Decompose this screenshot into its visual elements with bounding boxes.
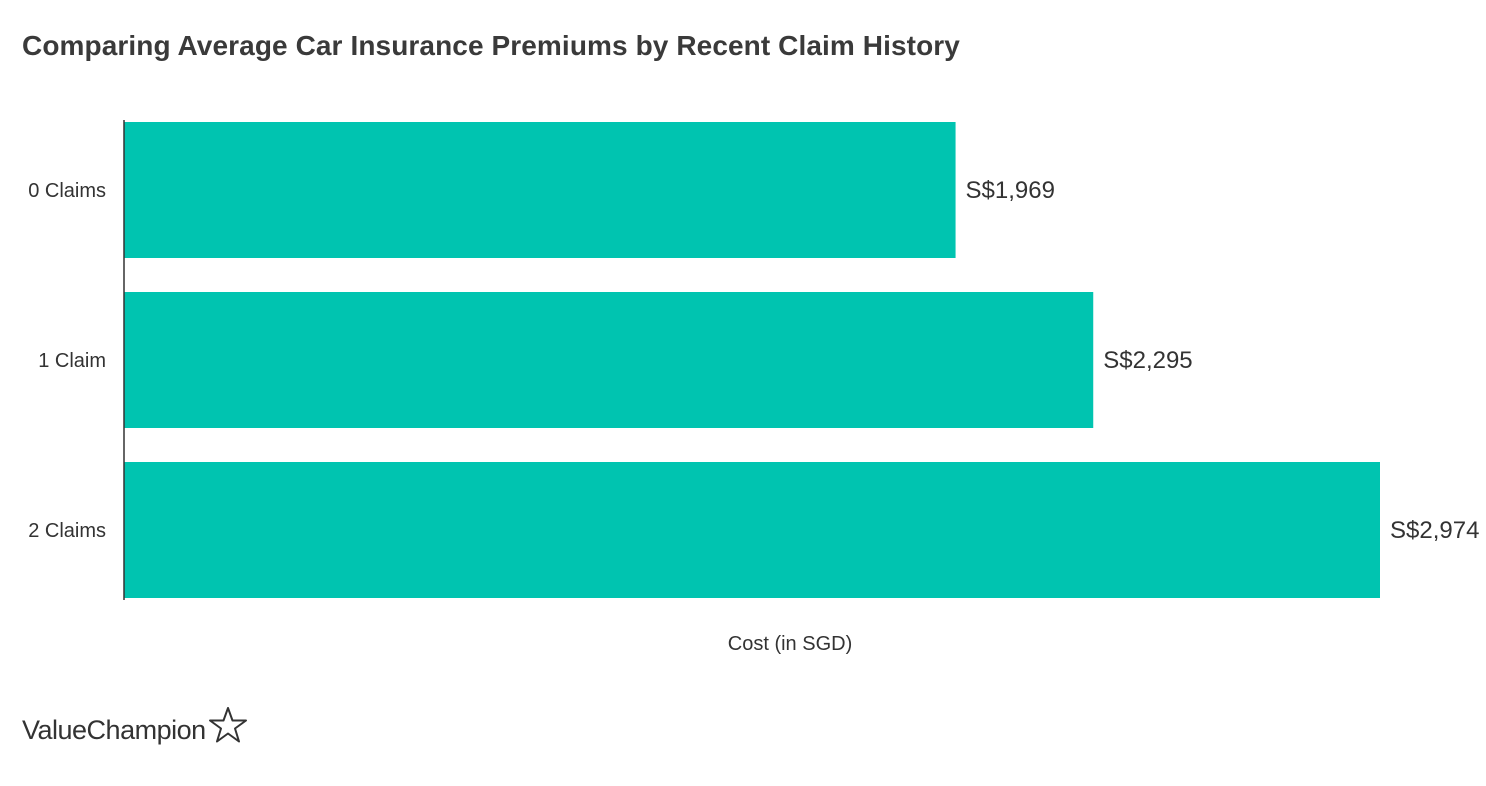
chart-title: Comparing Average Car Insurance Premiums… (22, 30, 960, 61)
brand-logo: ValueChampion (22, 707, 248, 749)
value-label-1: S$2,295 (1103, 347, 1192, 374)
category-label-2: 2 Claims (28, 520, 106, 542)
star-outline-icon (208, 706, 248, 749)
value-label-2: S$2,974 (1390, 517, 1479, 544)
category-label-1: 1 Claim (38, 350, 106, 372)
value-label-0: S$1,969 (966, 177, 1055, 204)
bar-2 (124, 462, 1380, 598)
brand-name: ValueChampion (22, 715, 206, 745)
x-axis-label: Cost (in SGD) (728, 633, 852, 655)
bar-1 (124, 292, 1094, 428)
category-label-0: 0 Claims (28, 180, 106, 202)
bar-0 (124, 122, 956, 258)
bars-group: 0 Claims S$1,969 1 Claim S$2,295 2 Claims S$2… (28, 122, 1479, 598)
